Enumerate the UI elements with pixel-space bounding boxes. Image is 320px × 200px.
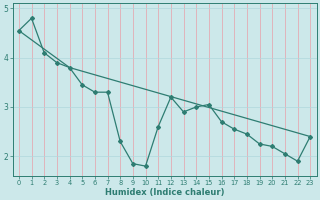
X-axis label: Humidex (Indice chaleur): Humidex (Indice chaleur)	[105, 188, 224, 197]
